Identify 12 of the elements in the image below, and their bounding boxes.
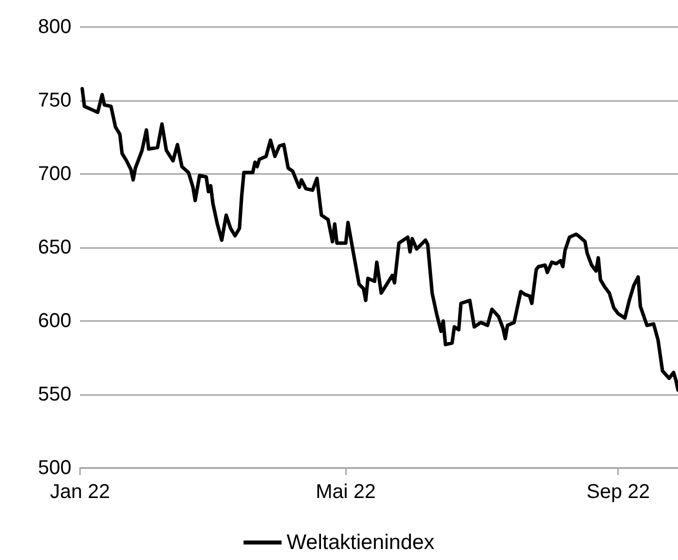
y-tick-label: 800 xyxy=(38,16,72,38)
y-tick-label: 550 xyxy=(38,384,72,406)
y-tick-label: 500 xyxy=(38,457,72,479)
x-tick-label: Jan 22 xyxy=(50,481,110,503)
x-tick-label: Mai 22 xyxy=(316,481,376,503)
y-tick-label: 600 xyxy=(38,310,72,332)
y-tick-label: 700 xyxy=(38,163,72,185)
x-tick-label: Sep 22 xyxy=(586,481,650,503)
line-series xyxy=(80,86,678,392)
legend-label: Weltaktienindex xyxy=(286,531,435,554)
y-tick-label: 650 xyxy=(38,236,72,258)
y-tick-label: 750 xyxy=(38,90,72,112)
